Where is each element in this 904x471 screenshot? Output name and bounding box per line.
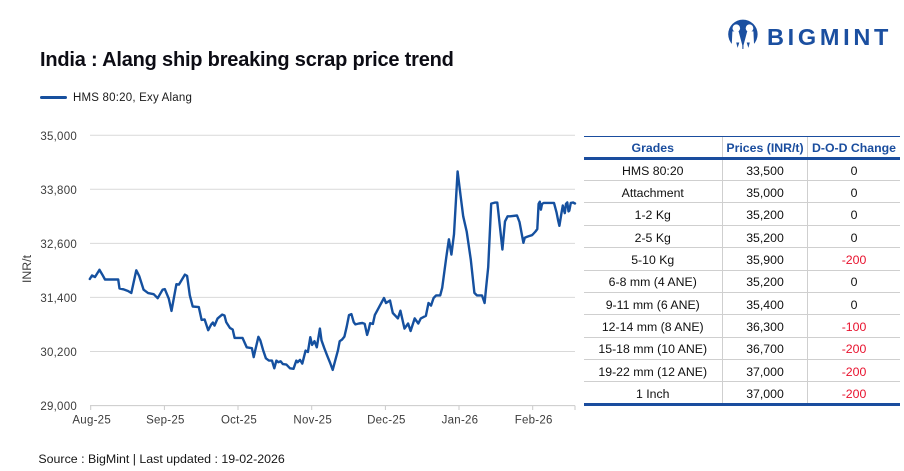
svg-text:33,800: 33,800	[40, 185, 77, 197]
svg-text:35,000: 35,000	[40, 131, 77, 143]
svg-text:31,400: 31,400	[40, 293, 77, 305]
svg-text:Sep-25: Sep-25	[146, 415, 185, 427]
svg-text:Nov-25: Nov-25	[293, 415, 332, 427]
svg-text:32,600: 32,600	[40, 239, 77, 251]
svg-text:29,000: 29,000	[40, 401, 77, 413]
svg-text:Oct-25: Oct-25	[221, 415, 257, 427]
svg-text:30,200: 30,200	[40, 347, 77, 359]
svg-text:Dec-25: Dec-25	[367, 415, 406, 427]
svg-text:Aug-25: Aug-25	[72, 415, 111, 427]
svg-text:Feb-26: Feb-26	[515, 415, 553, 427]
svg-text:Jan-26: Jan-26	[442, 415, 479, 427]
svg-text:INR/t: INR/t	[20, 254, 34, 283]
